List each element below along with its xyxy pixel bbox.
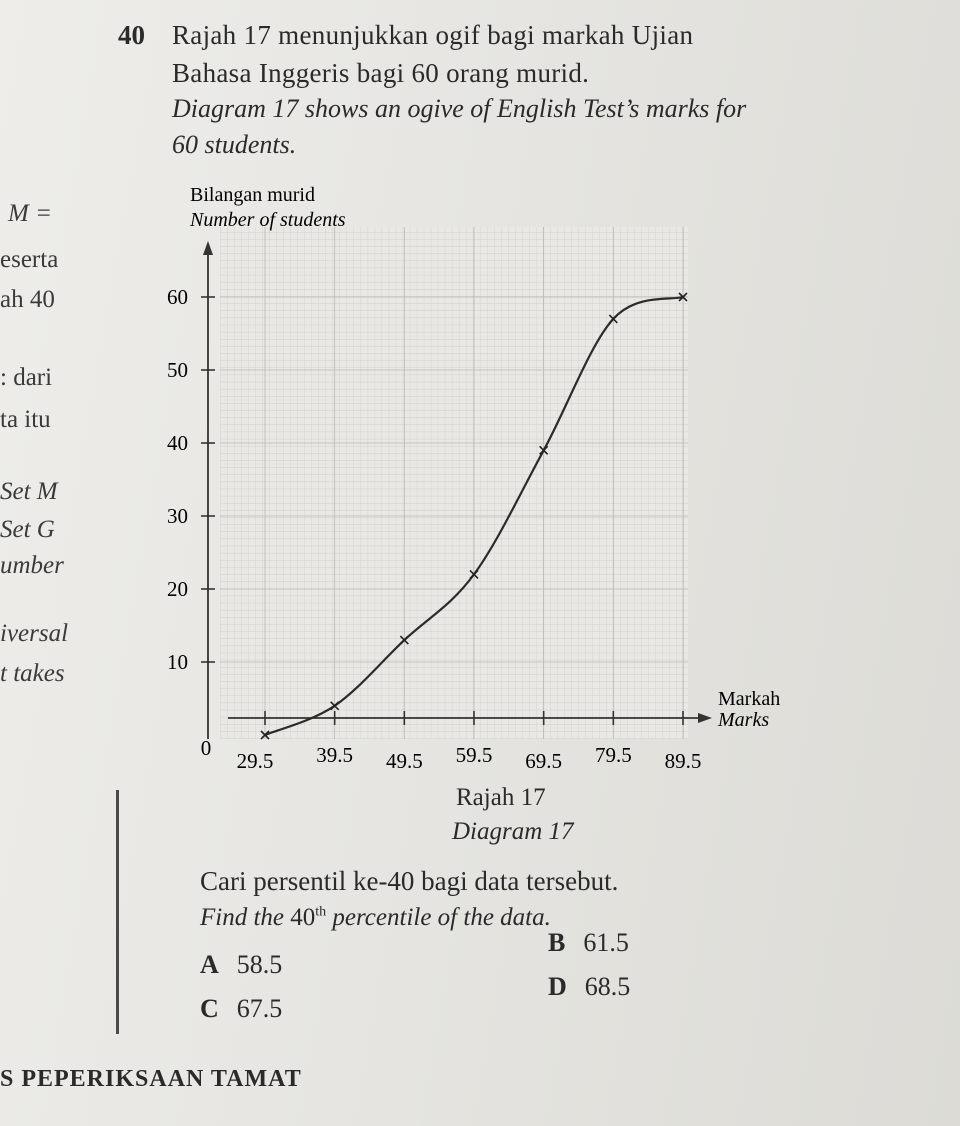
- x-tick-label: 79.5: [595, 743, 632, 767]
- option-a-value: 58.5: [236, 950, 283, 979]
- x-tick-label: 69.5: [525, 749, 562, 773]
- left-fragment-4: : dari: [0, 364, 53, 391]
- option-d[interactable]: D 68.5: [548, 972, 630, 1002]
- left-fragment-2: eserta: [0, 246, 59, 273]
- x-axis-label-english: Marks: [717, 709, 769, 731]
- option-b[interactable]: B 61.5: [548, 928, 629, 958]
- ask-malay: Cari persentil ke-40 bagi data tersebut.: [200, 866, 619, 896]
- option-c[interactable]: C 67.5: [200, 994, 282, 1024]
- ask-english: Find the 40th percentile of the data.: [200, 904, 551, 931]
- left-fragment-7: Set G: [0, 516, 55, 543]
- data-point-marker: [330, 701, 340, 711]
- data-point-marker: [539, 445, 549, 455]
- x-tick-label: 89.5: [665, 749, 702, 773]
- option-b-value: 61.5: [583, 928, 629, 957]
- data-point-marker: [678, 292, 688, 302]
- y-axis-label-english: Number of students: [189, 209, 346, 231]
- question-number: 40: [118, 20, 145, 50]
- chart-major-grid: [220, 227, 688, 739]
- ogive-chart: Bilangan murid Number of students Markah…: [167, 184, 780, 773]
- margin-rule: [116, 790, 119, 1034]
- y-axis-arrow: [203, 241, 213, 255]
- x-axis-arrow: [698, 713, 712, 723]
- origin-label: 0: [201, 736, 212, 760]
- left-fragment-1: M =: [8, 200, 52, 227]
- option-c-letter: C: [200, 994, 219, 1023]
- y-tick-label: 20: [167, 577, 188, 601]
- caption-malay: Rajah 17: [456, 784, 546, 811]
- left-fragment-9: iversal: [0, 620, 69, 647]
- option-d-letter: D: [548, 972, 567, 1001]
- data-point-marker: [469, 569, 479, 579]
- option-c-value: 67.5: [236, 994, 283, 1023]
- stem-english-line-1: Diagram 17 shows an ogive of English Tes…: [172, 94, 747, 123]
- y-tick-label: 60: [167, 285, 188, 309]
- data-point-marker: [399, 635, 409, 645]
- footer-text: S PEPERIKSAAN TAMAT: [0, 1066, 302, 1092]
- stem-english-line-2: 60 students.: [172, 130, 297, 159]
- x-tick-label: 49.5: [386, 749, 423, 773]
- left-fragment-10: t takes: [0, 660, 65, 687]
- y-axis-label-malay: Bilangan murid: [190, 184, 315, 206]
- x-tick-label: 29.5: [237, 749, 274, 773]
- x-axis-label-malay: Markah: [718, 688, 780, 710]
- stem-malay-line-2: Bahasa Inggeris bagi 60 orang murid.: [172, 58, 590, 88]
- y-tick-label: 40: [167, 431, 188, 455]
- stem-malay-line-1: Rajah 17 menunjukkan ogif bagi markah Uj…: [172, 20, 694, 50]
- x-tick-label: 59.5: [456, 743, 493, 767]
- option-b-letter: B: [548, 928, 566, 957]
- y-tick-label: 50: [167, 358, 188, 382]
- left-fragment-3: ah 40: [0, 286, 55, 313]
- caption-english: Diagram 17: [452, 818, 574, 845]
- left-fragment-5: ta itu: [0, 406, 51, 433]
- option-a-letter: A: [200, 950, 219, 979]
- option-a[interactable]: A 58.5: [200, 950, 282, 980]
- left-fragment-8: umber: [0, 552, 64, 579]
- chart-grid: [220, 227, 688, 739]
- data-point-marker: [260, 730, 270, 740]
- y-tick-label: 10: [167, 650, 188, 674]
- option-d-value: 68.5: [584, 972, 631, 1001]
- data-point-marker: [608, 314, 618, 324]
- left-fragment-6: Set M: [0, 478, 58, 505]
- x-tick-label: 39.5: [316, 743, 353, 767]
- y-tick-label: 30: [167, 504, 188, 528]
